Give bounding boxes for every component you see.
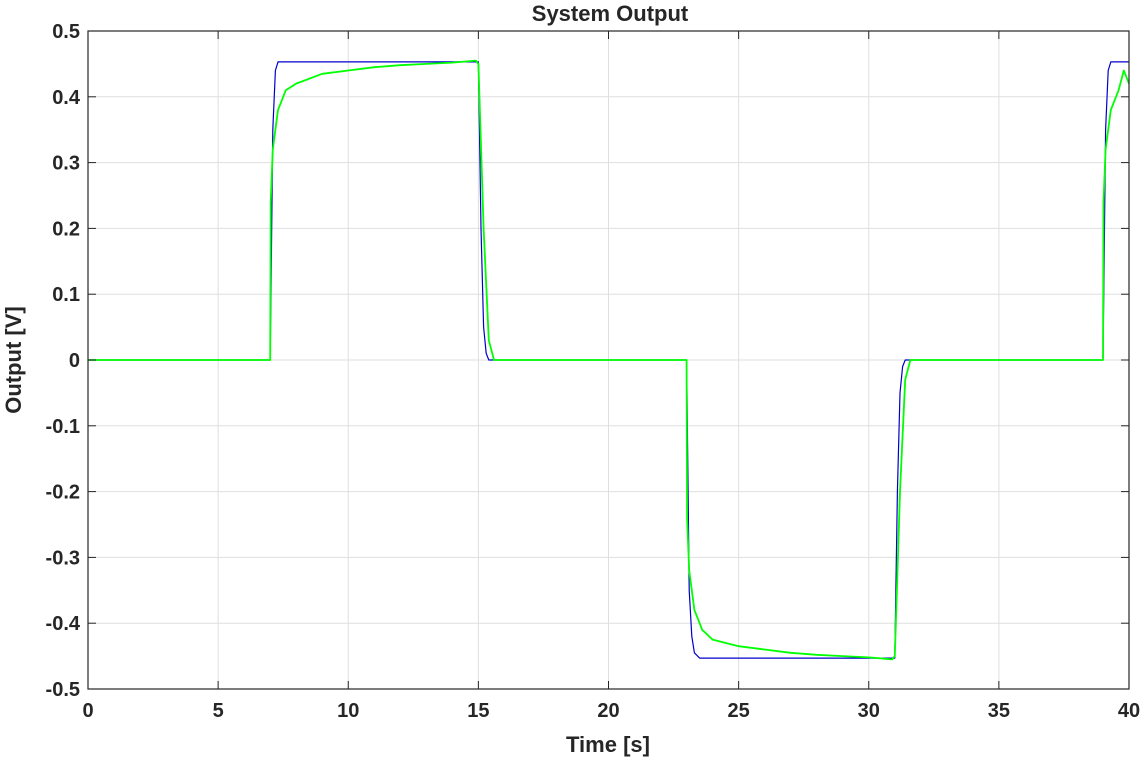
y-axis-label: Output [V]: [1, 306, 26, 414]
y-tick-label: 0: [69, 350, 80, 372]
y-tick-label: 0.3: [52, 153, 80, 175]
series-line-2: [88, 59, 1130, 661]
y-tick-label: -0.5: [46, 679, 80, 701]
y-tick-label: -0.2: [46, 482, 80, 504]
y-tick-label: 0.4: [52, 87, 81, 109]
y-tick-label: -0.1: [46, 416, 80, 438]
y-tick-label: -0.4: [46, 613, 81, 635]
y-axis-ticks: 0.5 0.4 0.3 0.2 0.1 0 -0.1 -0.2 -0.3 -0.4 -0.5: [46, 21, 1129, 701]
data-series: [88, 59, 1130, 661]
chart-title: System Output: [532, 1, 689, 26]
x-tick-label: 10: [337, 700, 359, 722]
x-tick-label: 25: [728, 700, 750, 722]
x-tick-label: 0: [82, 700, 93, 722]
x-tick-label: 40: [1118, 700, 1140, 722]
x-axis-ticks: 0 5 10 15 20 25 30 35 40: [82, 31, 1140, 722]
x-axis-label: Time [s]: [566, 732, 650, 757]
x-tick-label: 5: [213, 700, 224, 722]
x-tick-label: 15: [467, 700, 489, 722]
x-tick-label: 20: [597, 700, 619, 722]
y-tick-label: 0.5: [52, 21, 80, 43]
y-tick-label: 0.1: [52, 284, 80, 306]
y-tick-label: -0.3: [46, 547, 80, 569]
y-tick-label: 0.2: [52, 218, 80, 240]
x-tick-label: 35: [988, 700, 1010, 722]
x-tick-label: 30: [858, 700, 880, 722]
